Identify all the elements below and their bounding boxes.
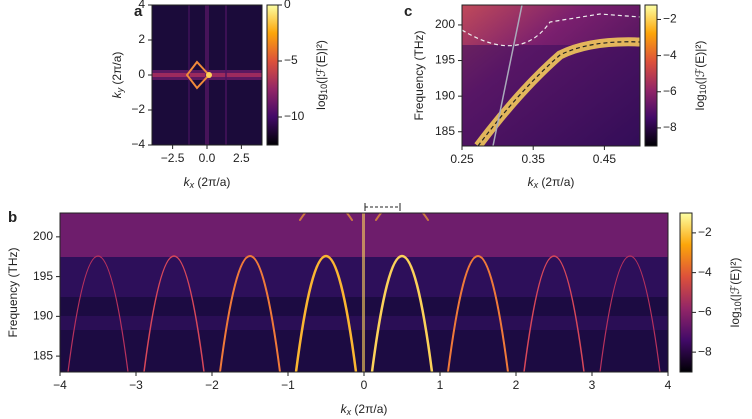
x-tick-label: 0.25 bbox=[450, 152, 474, 166]
colorbar-label: log10(|ℱ(E)|²) bbox=[728, 258, 743, 328]
x-tick-label: −2 bbox=[205, 378, 219, 392]
axis-label-subscript: x bbox=[189, 180, 195, 190]
axis-label: Frequency (THz) bbox=[6, 247, 20, 337]
range-bracket bbox=[364, 203, 401, 211]
plot-frame bbox=[461, 4, 641, 147]
colorbar-tick-label: 0 bbox=[284, 0, 291, 11]
colorbar-tick-label: −6 bbox=[698, 305, 712, 319]
heatmap-image bbox=[152, 5, 262, 145]
colorbar-label-subscript: 10 bbox=[319, 84, 329, 94]
axis-label-unit: Frequency (THz) bbox=[6, 247, 20, 337]
colorbar-tick-label: −2 bbox=[663, 12, 677, 26]
heatmap-image bbox=[60, 213, 668, 372]
colorbar bbox=[644, 4, 658, 147]
heatmap-image bbox=[462, 5, 640, 146]
x-tick-label: 2.5 bbox=[233, 151, 250, 165]
axis-label: kx (2π/a) bbox=[528, 175, 575, 190]
y-tick-label: 195 bbox=[435, 53, 455, 67]
y-tick-label: 190 bbox=[435, 88, 455, 102]
x-tick-label: −4 bbox=[53, 378, 67, 392]
y-tick-label: 200 bbox=[435, 17, 455, 31]
y-tick-label: 200 bbox=[33, 229, 53, 243]
colorbar-tick-label: −10 bbox=[284, 109, 305, 123]
x-tick-label: 4 bbox=[665, 378, 672, 392]
y-tick-label: 2 bbox=[138, 32, 145, 46]
colorbar-tick-label: −6 bbox=[663, 84, 677, 98]
x-tick-label: −2.5 bbox=[161, 151, 185, 165]
axis-label-unit: (2π/a) bbox=[538, 175, 574, 189]
colorbar-label: log10(|ℱ(E)|²) bbox=[314, 40, 329, 110]
x-tick-label: 0.0 bbox=[199, 151, 216, 165]
panel-letter: c bbox=[404, 3, 412, 20]
axis-label-symbol: k bbox=[528, 175, 535, 189]
colorbar bbox=[266, 4, 279, 146]
x-tick-label: 0.45 bbox=[593, 152, 617, 166]
colorbar-label-rest: (|ℱ(E)|²) bbox=[693, 41, 707, 85]
y-tick-label: 185 bbox=[33, 348, 53, 362]
colorbar-label-log: log bbox=[693, 94, 707, 110]
x-tick-label: 0.35 bbox=[522, 152, 546, 166]
colorbar bbox=[679, 212, 693, 373]
y-tick-label: 195 bbox=[33, 269, 53, 283]
axis-label-unit: (2π/a) bbox=[110, 52, 124, 88]
colorbar-label-log: log bbox=[314, 94, 328, 110]
panel-letter: b bbox=[8, 209, 17, 226]
axis-label-symbol: k bbox=[184, 175, 191, 189]
y-tick-label: −4 bbox=[131, 137, 145, 151]
axis-label-subscript: y bbox=[115, 87, 125, 93]
colorbar-tick-label: −8 bbox=[663, 120, 677, 134]
axis-label-symbol: k bbox=[110, 91, 124, 98]
axis-label-symbol: k bbox=[341, 402, 348, 416]
colorbar-tick-label: −5 bbox=[284, 53, 298, 67]
panel-letter: a bbox=[134, 3, 143, 20]
colorbar-label-log: log bbox=[728, 311, 742, 327]
axis-label: Frequency (THz) bbox=[412, 30, 426, 120]
axis-label-unit: Frequency (THz) bbox=[412, 30, 426, 120]
colorbar-label: log10(|ℱ(E)|²) bbox=[693, 41, 708, 111]
axis-label-subscript: x bbox=[533, 180, 539, 190]
colorbar-label-subscript: 10 bbox=[733, 301, 743, 311]
axis-label-unit: (2π/a) bbox=[194, 175, 230, 189]
axis-label: ky (2π/a) bbox=[110, 52, 125, 99]
x-tick-label: −1 bbox=[281, 378, 295, 392]
axis-label: kx (2π/a) bbox=[184, 175, 231, 190]
colorbar-label-rest: (|ℱ(E)|²) bbox=[314, 40, 328, 84]
colorbar-tick-label: −2 bbox=[698, 225, 712, 239]
x-tick-label: 3 bbox=[589, 378, 596, 392]
colorbar-tick-label: −4 bbox=[663, 48, 677, 62]
x-tick-label: −3 bbox=[129, 378, 143, 392]
y-tick-label: 190 bbox=[33, 309, 53, 323]
y-tick-label: 4 bbox=[138, 0, 145, 11]
y-tick-label: 185 bbox=[435, 124, 455, 138]
axis-label-subscript: x bbox=[346, 407, 352, 417]
axis-label: kx (2π/a) bbox=[341, 402, 388, 417]
x-tick-label: 2 bbox=[513, 378, 520, 392]
x-tick-label: 0 bbox=[361, 378, 368, 392]
colorbar-label-subscript: 10 bbox=[698, 84, 708, 94]
x-tick-label: 1 bbox=[437, 378, 444, 392]
colorbar-tick-label: −4 bbox=[698, 265, 712, 279]
y-tick-label: −2 bbox=[131, 102, 145, 116]
axis-label-unit: (2π/a) bbox=[351, 402, 387, 416]
y-tick-label: 0 bbox=[138, 67, 145, 81]
colorbar-tick-label: −8 bbox=[698, 344, 712, 358]
colorbar-label-rest: (|ℱ(E)|²) bbox=[728, 258, 742, 302]
